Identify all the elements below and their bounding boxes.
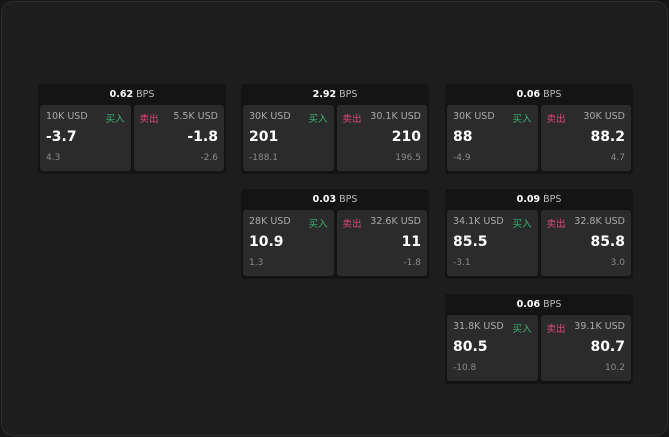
bid-change: -3.1 <box>453 258 471 268</box>
buy-cell[interactable]: 31.8K USD 买入 80.5 -10.8 <box>447 315 538 381</box>
spread-header: 2.92 BPS <box>241 84 429 105</box>
bid-change: -10.8 <box>453 363 477 373</box>
ask-change: -1.8 <box>403 258 421 268</box>
buy-label: 买入 <box>512 324 532 335</box>
ask-price: 85.8 <box>590 234 625 250</box>
bid-change: -188.1 <box>249 153 279 163</box>
spread-header: 0.62 BPS <box>38 84 226 105</box>
sell-label: 卖出 <box>342 219 362 230</box>
sell-label: 卖出 <box>546 114 566 125</box>
bid-price: 88 <box>453 129 473 145</box>
bid-size: 34.1K USD <box>453 216 504 227</box>
sell-label: 卖出 <box>546 219 566 230</box>
buy-label: 买入 <box>512 114 532 125</box>
sell-cell[interactable]: 卖出 32.6K USD 11 -1.8 <box>336 210 427 276</box>
sell-label: 卖出 <box>139 114 159 125</box>
bid-price: 201 <box>249 129 279 145</box>
buy-label: 买入 <box>512 219 532 230</box>
spread-value: 0.06 <box>516 299 541 310</box>
buy-label: 买入 <box>308 114 328 125</box>
spread-header: 0.09 BPS <box>445 189 633 210</box>
bid-change: 1.3 <box>249 258 264 268</box>
sell-label: 卖出 <box>342 114 362 125</box>
bid-size: 30K USD <box>249 111 291 122</box>
quote-card: 0.09 BPS 34.1K USD 买入 85.5 -3.1 卖出 32.8K… <box>445 189 633 279</box>
bid-change: -4.9 <box>453 153 471 163</box>
sell-cell[interactable]: 卖出 5.5K USD -1.8 -2.6 <box>133 105 224 171</box>
sell-cell[interactable]: 卖出 30.1K USD 210 196.5 <box>336 105 427 171</box>
bid-price: 10.9 <box>249 234 284 250</box>
ask-size: 32.6K USD <box>370 216 421 227</box>
ask-size: 30.1K USD <box>370 111 421 122</box>
spread-unit: BPS <box>543 194 562 205</box>
bid-price: -3.7 <box>46 129 77 145</box>
spread-header: 0.06 BPS <box>445 84 633 105</box>
spread-header: 0.06 BPS <box>445 294 633 315</box>
bid-size: 30K USD <box>453 111 495 122</box>
bid-change: 4.3 <box>46 153 61 163</box>
spread-unit: BPS <box>339 194 358 205</box>
spread-value: 0.62 <box>109 89 134 100</box>
spread-value: 2.92 <box>312 89 337 100</box>
sell-cell[interactable]: 卖出 39.1K USD 80.7 10.2 <box>540 315 631 381</box>
ask-price: 11 <box>401 234 421 250</box>
spread-unit: BPS <box>543 89 562 100</box>
sell-cell[interactable]: 卖出 30K USD 88.2 4.7 <box>540 105 631 171</box>
ask-change: 4.7 <box>610 153 625 163</box>
buy-cell[interactable]: 30K USD 买入 201 -188.1 <box>243 105 334 171</box>
ask-price: 80.7 <box>590 339 625 355</box>
ask-price: 88.2 <box>590 129 625 145</box>
buy-cell[interactable]: 10K USD 买入 -3.7 4.3 <box>40 105 131 171</box>
spread-unit: BPS <box>339 89 358 100</box>
quote-card: 0.03 BPS 28K USD 买入 10.9 1.3 卖出 32.6K US… <box>241 189 429 279</box>
ask-price: 210 <box>391 129 421 145</box>
bid-size: 10K USD <box>46 111 88 122</box>
buy-cell[interactable]: 30K USD 买入 88 -4.9 <box>447 105 538 171</box>
buy-label: 买入 <box>308 219 328 230</box>
spread-header: 0.03 BPS <box>241 189 429 210</box>
buy-cell[interactable]: 34.1K USD 买入 85.5 -3.1 <box>447 210 538 276</box>
bid-size: 28K USD <box>249 216 291 227</box>
ask-size: 39.1K USD <box>574 321 625 332</box>
spread-value: 0.06 <box>516 89 541 100</box>
buy-label: 买入 <box>105 114 125 125</box>
ask-change: 3.0 <box>610 258 625 268</box>
spread-unit: BPS <box>543 299 562 310</box>
ask-change: 196.5 <box>395 153 421 163</box>
spread-unit: BPS <box>136 89 155 100</box>
ask-change: 10.2 <box>604 363 625 373</box>
bid-price: 80.5 <box>453 339 488 355</box>
bid-price: 85.5 <box>453 234 488 250</box>
quote-card: 0.62 BPS 10K USD 买入 -3.7 4.3 卖出 5.5K USD… <box>38 84 226 174</box>
ask-size: 30K USD <box>583 111 625 122</box>
ask-change: -2.6 <box>200 153 218 163</box>
spread-value: 0.03 <box>312 194 337 205</box>
quote-card: 0.06 BPS 30K USD 买入 88 -4.9 卖出 30K USD 8… <box>445 84 633 174</box>
ask-size: 32.8K USD <box>574 216 625 227</box>
sell-cell[interactable]: 卖出 32.8K USD 85.8 3.0 <box>540 210 631 276</box>
bid-size: 31.8K USD <box>453 321 504 332</box>
buy-cell[interactable]: 28K USD 买入 10.9 1.3 <box>243 210 334 276</box>
ask-size: 5.5K USD <box>173 111 218 122</box>
sell-label: 卖出 <box>546 324 566 335</box>
quote-card: 2.92 BPS 30K USD 买入 201 -188.1 卖出 30.1K … <box>241 84 429 174</box>
ask-price: -1.8 <box>187 129 218 145</box>
quote-card: 0.06 BPS 31.8K USD 买入 80.5 -10.8 卖出 39.1… <box>445 294 633 384</box>
spread-value: 0.09 <box>516 194 541 205</box>
